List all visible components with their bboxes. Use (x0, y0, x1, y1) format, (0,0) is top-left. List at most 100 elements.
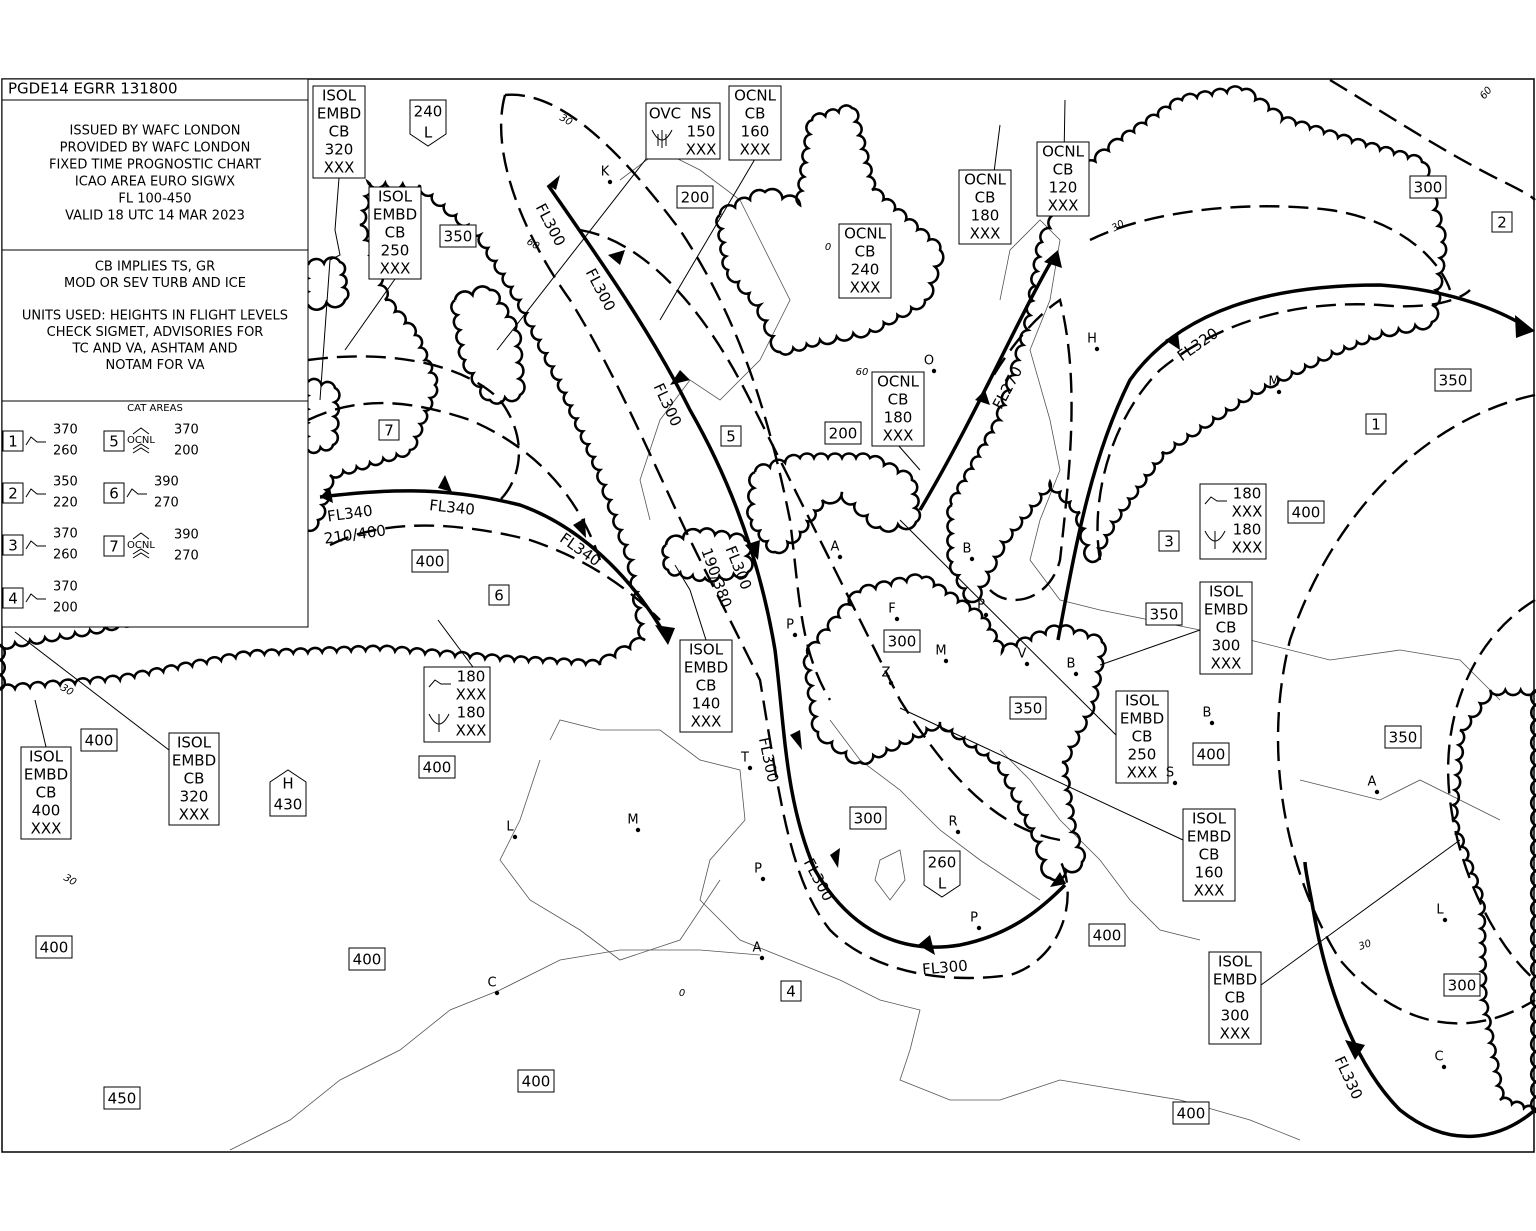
cb-box (168, 732, 220, 826)
cb-text: XXX (686, 141, 717, 159)
note-line: MOD OR SEV TURB AND ICE (64, 276, 246, 291)
cat-boundary (1276, 393, 1536, 1025)
cb-text: EMBD (684, 659, 728, 677)
cb-text: EMBD (317, 105, 361, 123)
issue-line: FL 100-450 (118, 192, 191, 207)
place-dot (1276, 389, 1282, 395)
jet-streams (319, 175, 1536, 1139)
cb-box (679, 639, 733, 733)
tropopause-height: 400 (1177, 1105, 1206, 1123)
tropopause-height: 400 (1197, 746, 1226, 764)
cat-legend-title: CAT AREAS (127, 403, 183, 414)
cb-box (728, 85, 782, 161)
tropopause-box (1287, 500, 1325, 524)
cb-text: ISOL (1209, 583, 1244, 601)
cb-text: XXX (850, 279, 881, 297)
cb-text: XXX (324, 159, 355, 177)
turb-symbol (132, 532, 150, 559)
place-letter: C (1434, 1050, 1443, 1065)
cb-box (368, 186, 422, 280)
place-dot (760, 876, 766, 882)
cat-id: 7 (109, 538, 119, 556)
issue-line: ICAO AREA EURO SIGWX (75, 175, 235, 190)
cat-id-box (2, 482, 24, 504)
cb-text: XXX (691, 713, 722, 731)
place-letter: V (1018, 647, 1027, 662)
tropopause-box (1434, 368, 1472, 392)
tropopause-height: 300 (854, 810, 883, 828)
cb-text: XXX (740, 141, 771, 159)
cb-text: EMBD (373, 206, 417, 224)
cat-base: 270 (154, 496, 179, 511)
tropopause-height: 400 (416, 553, 445, 571)
turb-symbol (25, 488, 46, 498)
cat-boundary (1096, 289, 1471, 561)
turb-icing-text: 180 (457, 668, 486, 686)
cb-text: CB (329, 123, 350, 141)
cb-text: 140 (692, 695, 721, 713)
cat-id: 4 (8, 590, 18, 608)
place-dot (983, 612, 989, 618)
cb-text: 180 (971, 207, 1000, 225)
latitude-label: 60 (856, 367, 869, 378)
cat-id: 2 (8, 485, 18, 503)
cat-id: 3 (8, 537, 18, 555)
place-letter: C (487, 976, 496, 991)
place-dot (976, 925, 982, 931)
cb-text: CB (1132, 728, 1153, 746)
place-dot (494, 990, 500, 996)
cat-boundary (579, 228, 1061, 842)
cb-text: 300 (1221, 1007, 1250, 1025)
tropopause-height: 300 (888, 633, 917, 651)
tropopause-box (676, 185, 714, 209)
cb-text: CB (1199, 846, 1220, 864)
tropopause-height: 350 (1150, 606, 1179, 624)
cb-text: OCNL (734, 87, 777, 105)
place-letter: M (627, 813, 638, 828)
jet-label: FL340 (428, 496, 475, 519)
cat-marker: 5 (726, 428, 736, 446)
place-letter: H (1087, 332, 1097, 347)
tropopause-height: 400 (423, 759, 452, 777)
tropopause-box (35, 935, 73, 959)
coastline (499, 759, 721, 961)
cb-text: XXX (1211, 655, 1242, 673)
cb-text: 160 (1195, 864, 1224, 882)
pressure-centre-type: L (424, 124, 433, 142)
turb-symbol (25, 540, 46, 550)
place-letter: A (831, 540, 840, 555)
cb-text: EMBD (1187, 828, 1231, 846)
cb-text: 180 (884, 409, 913, 427)
cat-id: 6 (109, 485, 119, 503)
coastline (874, 779, 1501, 901)
tropopause-box (411, 549, 449, 573)
cb-text: EMBD (1204, 601, 1248, 619)
place-dot (931, 368, 937, 374)
cb-text: CB (855, 243, 876, 261)
cat-boundary (499, 94, 1069, 980)
cat-top: 370 (174, 423, 199, 438)
cat-qualifier: OCNL (127, 540, 155, 551)
tropopause-box (517, 1069, 555, 1093)
cb-text: XXX (970, 225, 1001, 243)
tropopause-box (439, 224, 477, 248)
cat-base: 260 (53, 444, 78, 459)
cat-base: 270 (174, 549, 199, 564)
cat-marker-box (780, 980, 802, 1002)
note-line: CB IMPLIES TS, GR (95, 260, 215, 275)
cb-text: XXX (1220, 1025, 1251, 1043)
tropopause-height: 450 (108, 1090, 137, 1108)
place-dot (894, 616, 900, 622)
place-letter: O (924, 354, 934, 369)
cat-marker-box (1158, 530, 1180, 552)
tropopause-height: 200 (829, 425, 858, 443)
cat-marker: 1 (1371, 416, 1381, 434)
turb-symbol (25, 593, 46, 603)
cat-top: 390 (154, 475, 179, 490)
cb-text: XXX (380, 260, 411, 278)
cb-text: 400 (32, 802, 61, 820)
place-dot (792, 632, 798, 638)
turb-icing-text: XXX (1232, 539, 1263, 557)
cb-cloud (1450, 686, 1536, 1114)
